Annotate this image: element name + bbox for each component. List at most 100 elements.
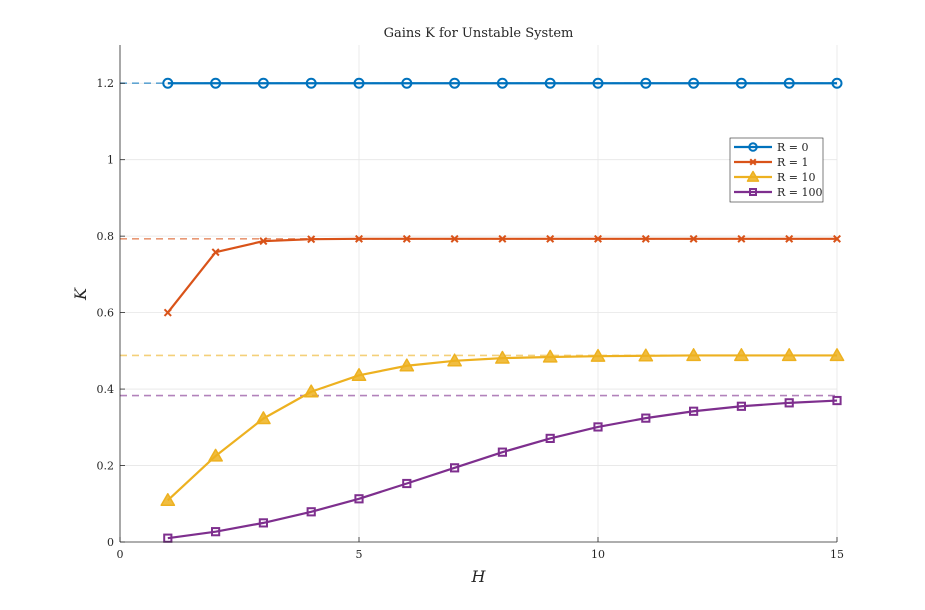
x-tick-label: 0	[117, 548, 124, 561]
data-point	[641, 234, 650, 243]
data-point	[208, 448, 223, 462]
series-group	[160, 77, 845, 543]
data-point	[829, 348, 845, 362]
data-point	[447, 353, 462, 367]
legend-entry: R = 1	[734, 156, 809, 169]
data-point	[735, 77, 747, 89]
data-point	[306, 507, 316, 517]
series-triangle	[160, 348, 845, 507]
legend-label: R = 10	[777, 171, 816, 184]
y-tick-label: 1	[107, 154, 114, 167]
data-point	[641, 413, 651, 423]
data-point	[211, 527, 221, 537]
data-point	[783, 77, 795, 89]
legend-marker-stroke	[749, 158, 757, 166]
plot-area-background	[120, 45, 837, 542]
legend: R = 0 R = 1 R = 10 R = 100	[729, 137, 824, 203]
data-point	[303, 384, 319, 398]
data-point	[832, 234, 842, 243]
data-point-stroke	[354, 234, 364, 243]
data-point	[498, 234, 507, 243]
x-tick-label: 10	[591, 548, 605, 561]
data-point-stroke	[259, 237, 268, 246]
data-point	[256, 411, 271, 425]
x-tick-label: 5	[356, 548, 363, 561]
data-point	[399, 358, 415, 372]
legend-entry: R = 100	[734, 186, 823, 199]
data-point	[162, 77, 174, 89]
data-point	[258, 518, 268, 528]
y-tick-label: 0.4	[97, 383, 115, 396]
legend-entry: R = 10	[734, 170, 816, 184]
legend-entry: R = 0	[734, 141, 809, 154]
axes	[119, 45, 837, 543]
data-point-stroke	[307, 235, 316, 244]
data-point	[689, 234, 698, 243]
data-point-stroke	[498, 234, 507, 243]
data-point	[497, 447, 507, 457]
y-tick-label: 0.8	[97, 230, 115, 243]
data-point	[545, 433, 555, 443]
series-x	[163, 234, 842, 317]
data-point	[546, 234, 555, 243]
data-point	[354, 234, 364, 243]
data-point	[305, 77, 317, 89]
data-point	[544, 77, 556, 89]
x-tick-label: 15	[830, 548, 844, 561]
data-point-stroke	[689, 234, 698, 243]
data-point	[592, 77, 604, 89]
data-point	[640, 77, 652, 89]
data-point	[450, 234, 459, 243]
y-axis-label: K	[71, 287, 90, 301]
legend-label: R = 100	[777, 186, 823, 199]
data-point-stroke	[737, 234, 746, 243]
data-point	[689, 406, 699, 416]
data-point-stroke	[546, 234, 555, 243]
data-point	[401, 77, 413, 89]
data-point	[211, 248, 220, 257]
data-point-stroke	[641, 234, 650, 243]
data-point	[257, 77, 269, 89]
series-circle	[162, 77, 843, 89]
data-point	[686, 348, 701, 362]
legend-marker	[749, 158, 757, 166]
data-point	[737, 234, 746, 243]
y-tick-label: 0	[107, 536, 114, 549]
data-point	[259, 237, 268, 246]
data-point	[784, 398, 794, 408]
data-point	[353, 77, 365, 89]
data-point-stroke	[785, 234, 794, 243]
data-point	[832, 395, 842, 406]
data-point	[734, 348, 749, 362]
legend-label: R = 1	[777, 156, 809, 169]
legend-marker	[748, 142, 758, 152]
data-point	[593, 234, 603, 243]
data-point-stroke	[402, 234, 411, 243]
data-point	[402, 478, 412, 489]
data-point	[785, 234, 794, 243]
data-point-stroke	[450, 234, 459, 243]
data-point-stroke	[163, 308, 172, 317]
legend-marker	[749, 188, 757, 196]
series-line	[167, 399, 838, 540]
data-point	[638, 348, 654, 362]
data-point	[163, 308, 172, 317]
data-point	[495, 350, 510, 364]
legend-label: R = 0	[777, 141, 809, 154]
data-point	[160, 492, 176, 507]
data-point	[831, 77, 843, 89]
data-point	[781, 348, 797, 362]
data-point	[450, 463, 460, 473]
data-point	[402, 234, 411, 243]
data-point	[736, 401, 746, 411]
data-point	[590, 348, 606, 362]
data-point	[307, 235, 316, 244]
data-point	[496, 77, 508, 89]
data-point	[593, 422, 603, 432]
data-point	[542, 349, 558, 363]
data-point	[688, 77, 700, 89]
y-tick-label: 1.2	[97, 77, 115, 90]
series-square	[163, 395, 842, 543]
data-point	[351, 367, 367, 382]
